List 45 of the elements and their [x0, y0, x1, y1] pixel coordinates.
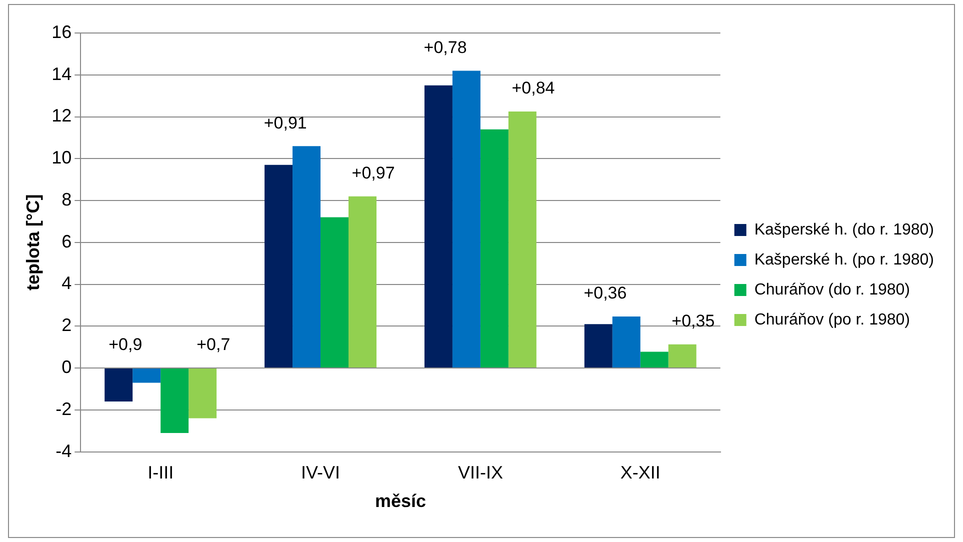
annotation: +0,97: [352, 164, 395, 183]
legend-label: Churáňov (do r. 1980): [754, 281, 910, 298]
bar: [480, 129, 508, 368]
x-tick-label: X-XII: [620, 462, 660, 483]
legend-label: Churáňov (po r. 1980): [754, 311, 910, 328]
legend-label: Kašperské h. (do r. 1980): [754, 221, 934, 238]
y-tick-label: 8: [62, 189, 72, 210]
y-tick-label: -4: [56, 440, 72, 461]
y-tick-label: 2: [62, 315, 72, 336]
bar: [668, 344, 696, 368]
annotation: +0,84: [512, 78, 555, 98]
y-tick-label: 10: [52, 148, 72, 168]
y-tick-label: -2: [56, 398, 72, 419]
bar: [292, 146, 321, 368]
y-tick-label: 16: [52, 22, 72, 42]
x-tick-label: VII-IX: [458, 462, 503, 483]
annotation: +0,35: [672, 312, 715, 331]
bar: [320, 217, 349, 368]
bar: [584, 324, 612, 368]
annotation: +0,9: [108, 335, 142, 354]
x-axis-title: měsíc: [374, 491, 426, 512]
annotation: +0,7: [196, 335, 230, 354]
annotation: +0,78: [424, 38, 467, 57]
bar: [264, 164, 293, 368]
bar: [508, 112, 536, 368]
bar: [452, 70, 480, 368]
bar: [132, 368, 161, 383]
bar: [160, 368, 189, 433]
bar: [188, 368, 217, 418]
y-tick-label: 0: [62, 357, 72, 378]
bar: [612, 316, 640, 368]
y-tick-label: 6: [62, 231, 72, 252]
annotation: +0,91: [264, 113, 307, 132]
y-tick-label: 14: [52, 64, 72, 84]
bar: [640, 352, 668, 368]
x-tick-label: I-III: [148, 462, 174, 483]
y-tick-label: 4: [62, 273, 72, 294]
x-tick-label: IV-VI: [301, 462, 340, 483]
y-axis-title: teplota [°C]: [22, 194, 43, 290]
bar: [104, 368, 133, 402]
y-tick-label: 12: [52, 106, 72, 126]
annotation: +0,36: [584, 284, 627, 303]
bar: [424, 85, 452, 368]
legend-label: Kašperské h. (po r. 1980): [754, 251, 934, 268]
bar: [348, 196, 376, 368]
